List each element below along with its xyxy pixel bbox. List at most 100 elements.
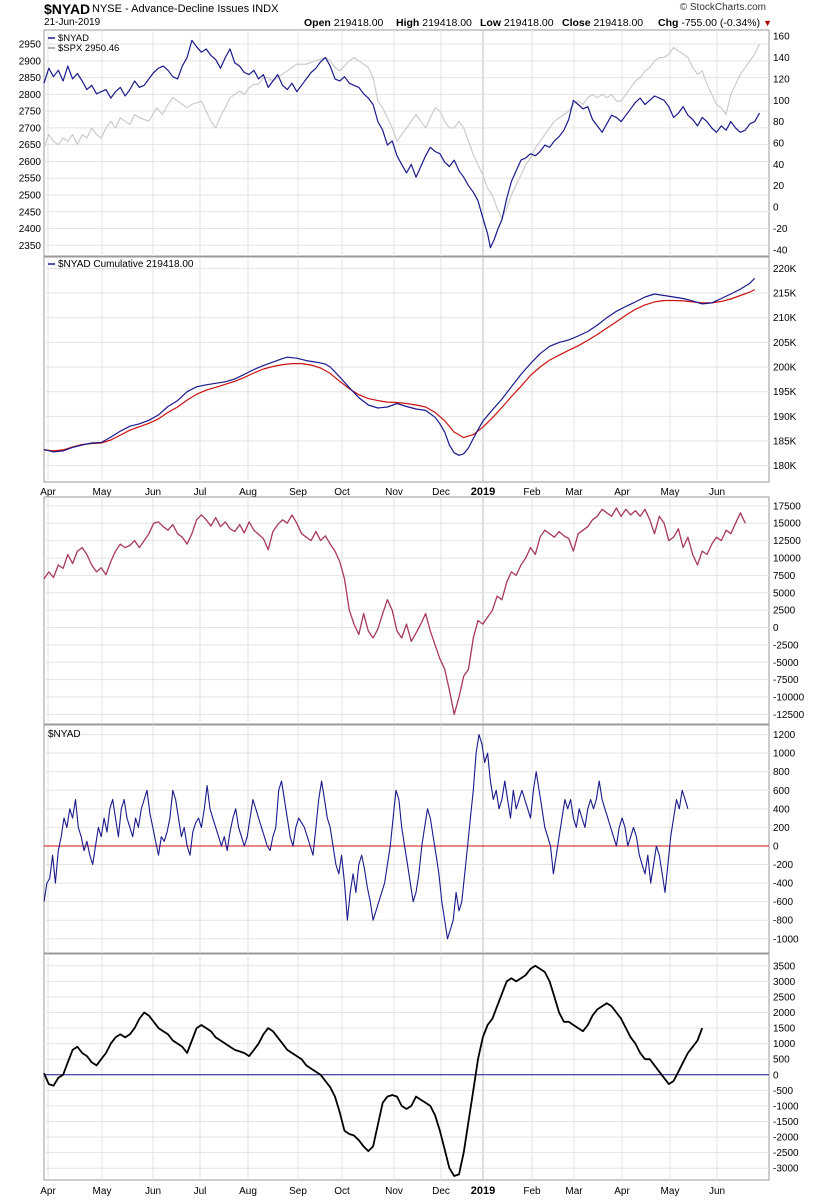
tick-label-rolling-sum: 7500 (773, 571, 796, 582)
month-label: Sep (289, 487, 307, 498)
month-label: May (661, 487, 680, 498)
tick-label-oscillator: 3000 (773, 977, 796, 988)
month-label: Nov (385, 487, 403, 498)
tick-label-rolling-sum: 10000 (773, 554, 801, 565)
right-tick-label: 120 (773, 74, 790, 85)
month-label: 2019 (471, 1185, 495, 1197)
quote-low: Low 219418.00 (480, 17, 554, 29)
tick-label-cumulative: 180K (773, 461, 797, 472)
month-label: Feb (523, 487, 541, 498)
legend-daily: $NYAD (48, 729, 81, 740)
left-tick-label: 2400 (19, 224, 42, 235)
right-tick-label: 0 (773, 203, 779, 214)
month-label: Apr (40, 487, 56, 498)
tick-label-oscillator: -1500 (773, 1117, 799, 1128)
month-label: Apr (40, 1186, 56, 1197)
tick-label-daily: 800 (773, 767, 790, 778)
tick-label-daily: -800 (773, 916, 793, 927)
tick-label-cumulative: 195K (773, 387, 797, 398)
tick-label-rolling-sum: -7500 (773, 675, 799, 686)
left-tick-label: 2350 (19, 241, 42, 252)
left-tick-label: 2650 (19, 140, 42, 151)
quote-close: Close 219418.00 (562, 17, 644, 29)
exchange-description: NYSE - Advance-Decline Issues INDX (92, 3, 279, 15)
tick-label-oscillator: -1000 (773, 1101, 799, 1112)
panel-frame-cumulative (43, 256, 770, 483)
left-tick-label: 2850 (19, 73, 42, 84)
tick-label-cumulative: 220K (773, 264, 797, 275)
left-tick-label: 2750 (19, 107, 42, 118)
month-label: Oct (334, 487, 350, 498)
month-label: Apr (614, 487, 630, 498)
month-label: Sep (289, 1186, 307, 1197)
month-label: Apr (614, 1186, 630, 1197)
month-label: Mar (565, 487, 583, 498)
left-tick-label: 2600 (19, 157, 42, 168)
month-label: May (93, 1186, 112, 1197)
tick-label-rolling-sum: -12500 (773, 710, 805, 721)
cumulative-line (43, 277, 756, 456)
legend-nyad: $NYAD (58, 33, 89, 44)
right-tick-label: 40 (773, 160, 785, 171)
chart-header: $NYAD NYSE - Advance-Decline Issues INDX… (44, 0, 774, 32)
month-label: Jul (194, 487, 207, 498)
tick-label-rolling-sum: 15000 (773, 519, 801, 530)
tick-label-oscillator: 500 (773, 1055, 790, 1066)
tick-label-rolling-sum: -5000 (773, 658, 799, 669)
tick-label-daily: -600 (773, 897, 793, 908)
tick-label-cumulative: 210K (773, 313, 797, 324)
tick-label-cumulative: 205K (773, 338, 797, 349)
right-tick-label: -40 (773, 245, 788, 256)
tick-label-cumulative: 190K (773, 412, 797, 423)
tick-label-cumulative: 185K (773, 437, 797, 448)
chart-date: 21-Jun-2019 (44, 17, 101, 28)
month-label: Mar (565, 1186, 583, 1197)
tick-label-oscillator: 0 (773, 1070, 779, 1081)
tick-label-rolling-sum: 2500 (773, 606, 796, 617)
left-tick-label: 2550 (19, 174, 42, 185)
right-tick-label: 160 (773, 32, 790, 43)
left-tick-label: 2500 (19, 190, 42, 201)
right-tick-label: 20 (773, 181, 785, 192)
quote-high: High 219418.00 (396, 17, 472, 29)
month-label: Aug (239, 1186, 257, 1197)
right-tick-label: 60 (773, 139, 785, 150)
tick-label-daily: -1000 (773, 934, 799, 945)
month-label: Dec (432, 487, 450, 498)
tick-label-rolling-sum: 0 (773, 623, 779, 634)
month-label: Aug (239, 487, 257, 498)
legend-spx: $SPX 2950.46 (58, 43, 119, 54)
month-label: Jun (709, 1186, 725, 1197)
tick-label-daily: 1200 (773, 730, 796, 741)
oscillator-line (43, 964, 704, 1177)
nyad-line (43, 39, 761, 249)
tick-label-oscillator: 2500 (773, 992, 796, 1003)
quote-open: Open 219418.00 (304, 17, 384, 29)
tick-label-daily: -200 (773, 860, 793, 871)
month-label: Dec (432, 1186, 450, 1197)
tick-label-daily: 400 (773, 804, 790, 815)
tick-label-rolling-sum: 12500 (773, 536, 801, 547)
month-label: Oct (334, 1186, 350, 1197)
symbol-title: $NYAD (44, 1, 91, 17)
tick-label-daily: -400 (773, 879, 793, 890)
left-tick-label: 2700 (19, 123, 42, 134)
tick-label-rolling-sum: -10000 (773, 693, 805, 704)
month-label: May (661, 1186, 680, 1197)
legend-cumulative: $NYAD Cumulative 219418.00 (58, 259, 194, 270)
tick-label-daily: 1000 (773, 749, 796, 760)
tick-label-oscillator: -2500 (773, 1148, 799, 1159)
tick-label-cumulative: 215K (773, 289, 797, 300)
month-label: Jun (709, 487, 725, 498)
month-label: Feb (523, 1186, 541, 1197)
right-tick-label: 80 (773, 117, 785, 128)
tick-label-oscillator: 1000 (773, 1039, 796, 1050)
tick-label-oscillator: -500 (773, 1086, 793, 1097)
month-label: Nov (385, 1186, 403, 1197)
tick-label-rolling-sum: 17500 (773, 501, 801, 512)
month-label: Jun (145, 487, 161, 498)
month-label: Jun (145, 1186, 161, 1197)
left-tick-label: 2950 (19, 40, 42, 51)
month-label: May (93, 487, 112, 498)
